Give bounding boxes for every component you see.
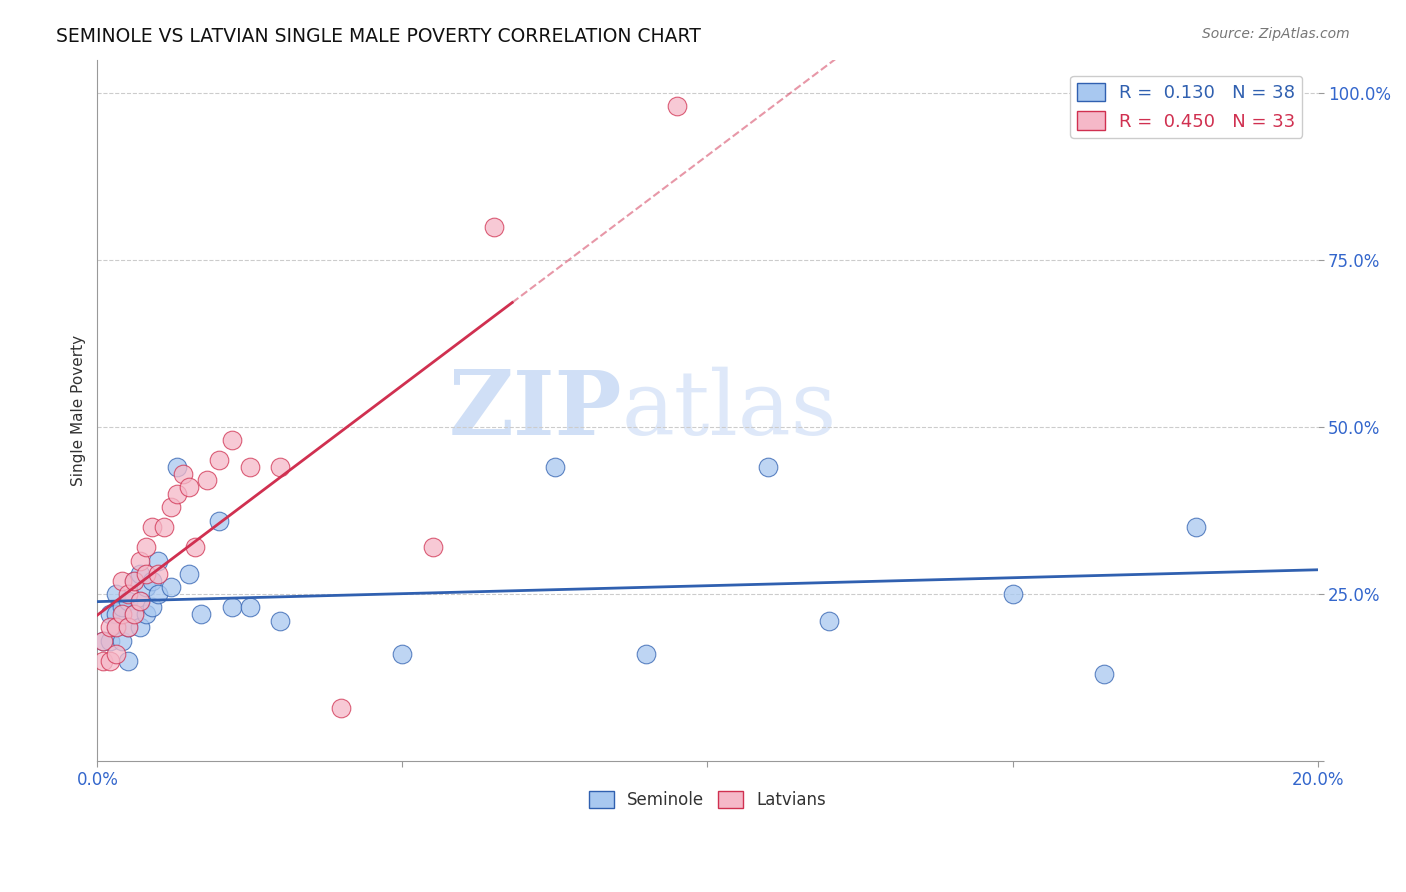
Point [195, 474, 218, 488]
Point [98, 607, 121, 621]
Point [758, 460, 780, 475]
Point [1184, 520, 1206, 534]
Text: ZIP: ZIP [449, 367, 621, 454]
Point [1001, 587, 1024, 601]
Point [148, 554, 170, 568]
Legend: Seminole, Latvians: Seminole, Latvians [582, 784, 832, 816]
Point [141, 600, 163, 615]
Point [129, 593, 152, 607]
Point [111, 600, 134, 615]
Point [269, 460, 291, 475]
Point [221, 600, 243, 615]
Point [104, 620, 127, 634]
Point [148, 587, 170, 601]
Point [117, 587, 139, 601]
Point [117, 620, 139, 634]
Point [122, 607, 145, 621]
Point [141, 520, 163, 534]
Point [104, 647, 127, 661]
Point [93, 654, 115, 668]
Point [122, 607, 145, 621]
Point [135, 607, 157, 621]
Point [98, 620, 121, 634]
Point [98, 633, 121, 648]
Point [111, 607, 134, 621]
Point [818, 614, 841, 628]
Point [208, 453, 231, 467]
Point [129, 554, 152, 568]
Point [111, 633, 134, 648]
Point [135, 567, 157, 582]
Point [330, 700, 353, 714]
Point [104, 620, 127, 634]
Point [129, 620, 152, 634]
Point [665, 99, 688, 113]
Point [93, 633, 115, 648]
Point [129, 567, 152, 582]
Point [177, 480, 200, 494]
Point [1092, 667, 1115, 681]
Point [269, 614, 291, 628]
Point [636, 647, 658, 661]
Point [239, 600, 262, 615]
Point [159, 580, 181, 594]
Point [177, 567, 200, 582]
Point [104, 587, 127, 601]
Point [122, 574, 145, 588]
Point [122, 574, 145, 588]
Y-axis label: Single Male Poverty: Single Male Poverty [72, 334, 86, 486]
Text: atlas: atlas [621, 367, 838, 454]
Point [239, 460, 262, 475]
Point [117, 593, 139, 607]
Point [166, 487, 188, 501]
Point [135, 541, 157, 555]
Text: SEMINOLE VS LATVIAN SINGLE MALE POVERTY CORRELATION CHART: SEMINOLE VS LATVIAN SINGLE MALE POVERTY … [56, 27, 702, 45]
Point [221, 434, 243, 448]
Point [129, 593, 152, 607]
Point [184, 541, 207, 555]
Point [166, 460, 188, 475]
Point [208, 514, 231, 528]
Point [544, 460, 567, 475]
Point [135, 580, 157, 594]
Point [141, 574, 163, 588]
Point [159, 500, 181, 515]
Point [98, 654, 121, 668]
Point [104, 607, 127, 621]
Point [422, 541, 444, 555]
Point [391, 647, 413, 661]
Point [153, 520, 176, 534]
Point [172, 467, 194, 481]
Text: Source: ZipAtlas.com: Source: ZipAtlas.com [1202, 27, 1350, 41]
Point [111, 574, 134, 588]
Point [148, 567, 170, 582]
Point [482, 219, 505, 234]
Point [93, 633, 115, 648]
Point [117, 654, 139, 668]
Point [117, 620, 139, 634]
Point [190, 607, 212, 621]
